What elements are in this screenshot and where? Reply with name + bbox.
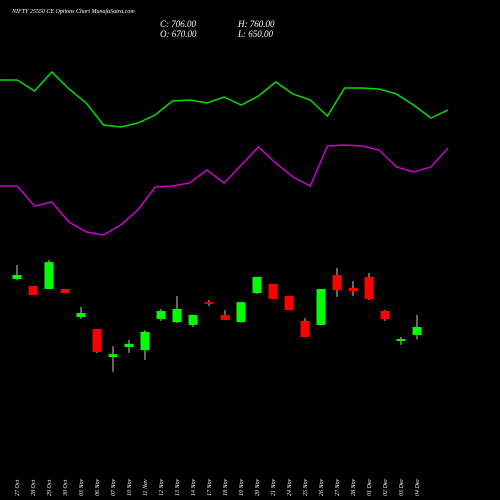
x-tick-label: 18 Nov: [223, 478, 229, 496]
x-tick-label: 27 Nov: [335, 478, 341, 496]
x-tick-label: 07 Nov: [111, 478, 117, 496]
x-tick-label: 17 Nov: [207, 478, 213, 496]
x-tick-label: 04 Dec: [414, 479, 421, 496]
candle-body: [140, 331, 150, 351]
candle-body: [252, 277, 262, 293]
x-tick-label: 10 Nov: [127, 478, 133, 496]
x-tick-label: 27 Oct: [15, 480, 21, 496]
candle-body: [108, 354, 118, 357]
x-tick-label: 29 Oct: [47, 480, 53, 496]
candle-body: [396, 338, 406, 341]
candle-body: [380, 310, 390, 319]
candle-body: [284, 295, 294, 311]
x-tick-label: 02 Dec: [383, 479, 389, 496]
candle-body: [92, 328, 102, 352]
x-tick-label: 26 Nov: [319, 478, 325, 496]
candle-body: [236, 302, 246, 323]
x-tick-label: 14 Nov: [190, 478, 197, 496]
candle-body: [348, 287, 358, 291]
candle-body: [12, 275, 22, 280]
candle-body: [364, 277, 374, 299]
candle-body: [220, 314, 230, 320]
x-tick-label: 12 Nov: [159, 478, 165, 496]
candle-body: [332, 275, 342, 291]
candle-body: [28, 286, 38, 295]
x-tick-label: 11 Nov: [143, 479, 149, 496]
x-tick-label: 01 Dec: [367, 479, 373, 496]
x-tick-label: 03 Nov: [79, 478, 85, 496]
candle-body: [268, 283, 278, 299]
ohlc-label: L: 650.00: [237, 29, 274, 39]
x-tick-label: 21 Nov: [271, 478, 277, 496]
x-tick-label: 13 Nov: [175, 478, 181, 496]
chart-title: NIFTY 25550 CE Options Chart MunafaSutra…: [11, 8, 135, 15]
candle-body: [124, 343, 134, 347]
x-tick-label: 28 Nov: [351, 478, 357, 496]
ohlc-label: O: 670.00: [160, 29, 197, 39]
candle-body: [76, 312, 86, 317]
x-tick-label: 25 Nov: [303, 478, 309, 496]
candle-body: [188, 314, 198, 325]
ohlc-label: C: 706.00: [160, 19, 197, 29]
candle-body: [412, 326, 422, 335]
x-tick-label: 30 Oct: [63, 480, 69, 497]
candle-body: [300, 320, 310, 337]
x-tick-label: 20 Nov: [255, 478, 261, 496]
indicator-line: [0, 70, 449, 128]
candle-body: [60, 288, 70, 293]
indicator-line: [0, 144, 449, 236]
candle-body: [204, 302, 214, 304]
x-tick-label: 06 Nov: [95, 478, 101, 496]
candle-body: [44, 262, 54, 289]
candle-body: [156, 310, 166, 319]
ohlc-label: H: 760.00: [237, 19, 275, 29]
candle-body: [316, 288, 326, 325]
x-tick-label: 28 Oct: [31, 480, 37, 496]
x-tick-label: 24 Nov: [286, 478, 293, 496]
x-tick-label: 19 Nov: [239, 478, 245, 496]
x-tick-label: 03 Dec: [399, 479, 405, 496]
candle-body: [172, 308, 182, 323]
